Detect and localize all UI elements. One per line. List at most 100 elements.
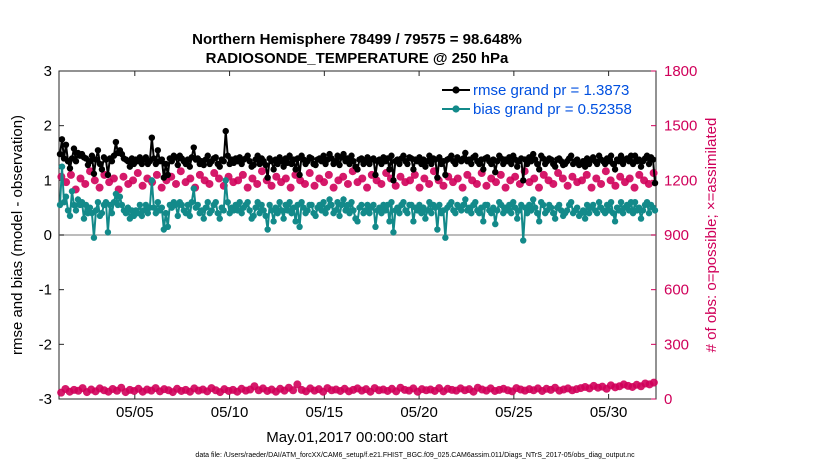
obs-count-high-marker bbox=[539, 170, 548, 179]
rmse-point bbox=[212, 154, 219, 161]
rmse-point bbox=[442, 171, 449, 179]
obs-count-high-marker bbox=[109, 174, 118, 183]
bias-point bbox=[202, 204, 209, 211]
bias-point bbox=[158, 204, 166, 211]
rmse-point bbox=[617, 152, 625, 159]
bias-point bbox=[222, 177, 229, 184]
obs-count-high-marker bbox=[616, 172, 625, 181]
rmse-point bbox=[168, 158, 176, 165]
bias-point bbox=[484, 201, 491, 209]
obs-count-high-marker bbox=[597, 179, 606, 188]
bias-point bbox=[520, 237, 527, 244]
plot-area bbox=[58, 70, 657, 400]
obs-count-high-marker bbox=[119, 172, 128, 181]
obs-count-high-marker bbox=[630, 183, 639, 192]
obs-count-high-marker bbox=[257, 167, 266, 176]
rmse-point bbox=[216, 163, 223, 170]
rmse-point bbox=[593, 160, 601, 168]
bias-point bbox=[595, 199, 603, 206]
obs-count-high-marker bbox=[611, 181, 620, 190]
rmse-point bbox=[390, 177, 397, 184]
rmse-point bbox=[270, 166, 277, 173]
legend-box bbox=[440, 78, 652, 120]
x-axis: 05/05 05/10 05/15 05/20 05/25 05/30 bbox=[116, 404, 627, 421]
legend-bias-label: bias grand pr = 0.52358 bbox=[473, 101, 632, 118]
rmse-point bbox=[280, 163, 287, 170]
bias-point bbox=[555, 201, 563, 209]
rmse-point bbox=[58, 136, 66, 143]
obs-count-high-marker bbox=[253, 179, 262, 188]
bias-point bbox=[460, 201, 467, 209]
legend: rmse grand pr = 1.3873 bias grand pr = 0… bbox=[440, 78, 652, 120]
bias-point bbox=[154, 199, 162, 206]
rmse-point bbox=[492, 168, 499, 176]
bias-point bbox=[252, 204, 259, 211]
bias-point bbox=[308, 201, 315, 209]
bias-point bbox=[264, 226, 271, 233]
obs-count-high-marker bbox=[343, 179, 352, 188]
bias-point bbox=[581, 215, 589, 222]
obs-count-high-marker bbox=[300, 179, 309, 188]
bias-point bbox=[200, 215, 207, 222]
bias-point bbox=[488, 209, 495, 217]
bias-point bbox=[382, 207, 389, 214]
obs-count-high-marker bbox=[210, 169, 219, 178]
bias-point bbox=[244, 199, 251, 206]
rmse-point bbox=[448, 152, 455, 159]
bias-point bbox=[480, 218, 487, 225]
bias-point bbox=[370, 201, 377, 209]
obs-count-high-marker bbox=[635, 170, 644, 179]
rmse-point bbox=[96, 160, 104, 168]
obs-count-high-marker bbox=[324, 170, 333, 179]
obs-count-high-marker bbox=[534, 183, 543, 192]
bias-point bbox=[338, 201, 345, 209]
rmse-point bbox=[372, 171, 379, 179]
y-left-tick-label: -1 bbox=[39, 282, 52, 299]
obs-count-high-marker bbox=[472, 179, 481, 188]
rmse-point bbox=[388, 152, 395, 159]
rmse-point bbox=[158, 156, 166, 163]
x-tick-label: 05/10 bbox=[211, 404, 249, 421]
rmse-point bbox=[332, 158, 339, 165]
obs-count-high-marker bbox=[281, 174, 290, 183]
rmse-point bbox=[533, 160, 541, 168]
bias-point bbox=[280, 215, 287, 222]
obs-count-high-marker bbox=[76, 174, 85, 183]
x-tick-label: 05/05 bbox=[116, 404, 154, 421]
obs-count-high-marker bbox=[458, 183, 467, 192]
bias-point bbox=[340, 196, 347, 203]
bias-point bbox=[462, 196, 469, 203]
rmse-point bbox=[462, 149, 469, 157]
rmse-point bbox=[651, 179, 659, 187]
rmse-point bbox=[386, 166, 393, 173]
bias-point bbox=[92, 207, 100, 214]
obs-count-high-marker bbox=[214, 174, 223, 183]
bias-point bbox=[276, 199, 283, 206]
rmse-point bbox=[70, 145, 78, 152]
obs-count-high-marker bbox=[415, 183, 424, 192]
bias-point bbox=[86, 204, 94, 211]
y-right-tick-label: 900 bbox=[664, 227, 689, 244]
rmse-point bbox=[308, 155, 315, 162]
rmse-point bbox=[92, 156, 100, 163]
bias-point bbox=[547, 204, 555, 211]
x-tick-label: 05/20 bbox=[400, 404, 438, 421]
obs-count-high-marker bbox=[420, 174, 429, 183]
obs-count-high-marker bbox=[358, 174, 367, 183]
bias-point bbox=[639, 207, 647, 214]
bias-point bbox=[400, 199, 407, 206]
bias-point bbox=[390, 229, 397, 236]
rmse-point bbox=[573, 156, 581, 163]
rmse-point bbox=[262, 161, 269, 169]
rmse-point bbox=[150, 155, 158, 162]
bias-point bbox=[296, 223, 303, 230]
bias-point bbox=[122, 209, 130, 217]
rmse-point bbox=[551, 163, 559, 170]
bias-point bbox=[372, 223, 379, 230]
obs-count-high-marker bbox=[320, 178, 329, 187]
bias-point bbox=[448, 199, 455, 206]
y-left-tick-label: 3 bbox=[44, 63, 52, 80]
obs-count-high-marker bbox=[554, 169, 563, 178]
bias-point bbox=[70, 201, 78, 209]
bias-point bbox=[611, 218, 619, 225]
